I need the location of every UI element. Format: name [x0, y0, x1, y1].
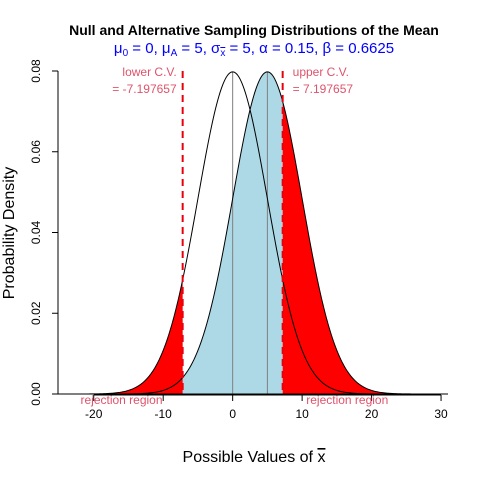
subtitle-sigma-value: 5 [242, 40, 250, 57]
subtitle-muA-sub: A [171, 48, 178, 59]
y-tick-label: 0.08 [29, 59, 43, 83]
subtitle-alpha-value: 0.15 [285, 40, 314, 57]
lower-cv-label: lower C.V. [122, 65, 176, 79]
x-tick-label: 20 [365, 407, 379, 421]
x-axis: -20 -10 0 10 20 30 [85, 394, 448, 421]
x-axis-label-xbar: x [317, 449, 325, 466]
subtitle-mu0-value: 0 [145, 40, 153, 57]
rejection-region-right-label: rejection region [306, 393, 388, 407]
x-axis-label: Possible Values of x [183, 449, 326, 466]
subtitle-sigma-symbol: σ [211, 40, 221, 57]
x-tick-label: 0 [229, 407, 236, 421]
rejection-region-right [282, 101, 428, 395]
subtitle-beta-value: 0.6625 [348, 40, 394, 57]
upper-cv-label: upper C.V. [293, 65, 349, 79]
subtitle-alpha-symbol: α [259, 40, 268, 57]
y-tick-label: 0.04 [29, 220, 43, 244]
subtitle-muA-symbol: μ [162, 40, 171, 57]
null-distribution-curve [72, 71, 393, 395]
lower-cv-value: = -7.197657 [112, 82, 177, 96]
x-tick-label: -10 [155, 407, 173, 421]
subtitle-mu0-sub: 0 [123, 48, 129, 59]
x-tick-label: -20 [85, 407, 103, 421]
alternative-distribution-curve [107, 71, 428, 395]
x-tick-label: 30 [434, 407, 448, 421]
y-tick-label: 0.06 [29, 140, 43, 164]
subtitle-muA-value: 5 [194, 40, 202, 57]
rejection-region-left [72, 279, 183, 394]
subtitle-beta-symbol: β [322, 40, 331, 57]
y-axis-label: Probability Density [1, 167, 18, 300]
y-tick-label: 0.02 [29, 301, 43, 325]
subtitle-sigma-sub: x [220, 48, 225, 59]
x-tick-label: 10 [295, 407, 309, 421]
chart-subtitle: μ0 = 0, μA = 5, σx = 5, α = 0.15, β = 0.… [114, 40, 394, 59]
rejection-region-left-label: rejection region [80, 393, 162, 407]
chart-title: Null and Alternative Sampling Distributi… [69, 22, 439, 38]
y-axis: 0.00 0.02 0.04 0.06 0.08 [29, 59, 59, 406]
upper-cv-value: = 7.197657 [293, 82, 354, 96]
subtitle-mu0-symbol: μ [114, 40, 123, 57]
y-tick-label: 0.00 [29, 382, 43, 406]
